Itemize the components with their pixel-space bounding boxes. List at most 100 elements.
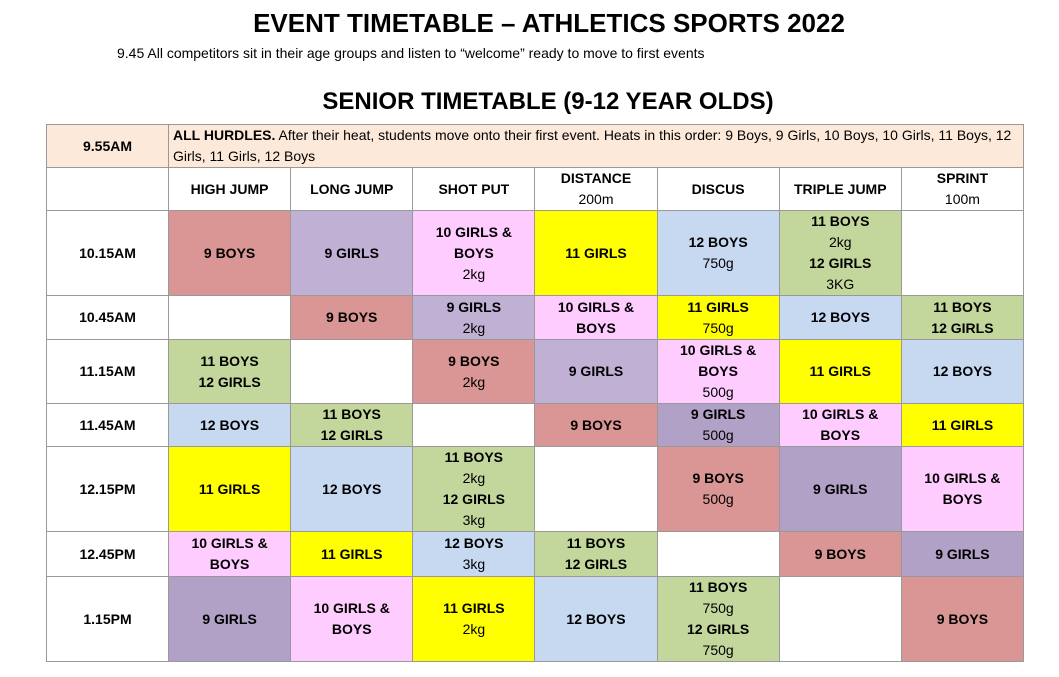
time-cell: 10.45AM [46,295,169,340]
event-name: LONG JUMP [310,180,394,197]
weight: 3kg [462,556,486,572]
time-row: 12.45PM 10 GIRLS & BOYS 11 GIRLS 12 BOYS 3kg 1… [46,531,1025,577]
event-name: DISCUS [691,180,745,197]
header-cell: HIGH JUMP [167,167,292,211]
time-row: 1.15PM 9 GIRLS 10 GIRLS & BOYS 11 GIRLS 2kg 12… [46,576,1025,662]
group: 11 BOYS [811,213,870,229]
event-cell: 12 BOYS [290,446,414,532]
event-cell: 11 GIRLS [900,403,1025,447]
group: 10 GIRLS & [313,600,390,616]
event-cell: 9 BOYS [900,576,1025,662]
event-cell: 11 GIRLS [167,446,292,532]
event-cell: 12 BOYS [778,295,902,340]
event-cell: 11 GIRLS [534,210,658,296]
group: 12 BOYS [444,535,504,551]
timetable: 9.55AM ALL HURDLES. After their heat, st… [46,124,1025,662]
group: 9 BOYS [203,244,256,261]
time-cell: 11.15AM [46,339,169,404]
weight: 3KG [826,276,855,292]
event-cell: 9 GIRLS 2kg [412,295,536,340]
event-cell: 10 GIRLS & BOYS [167,531,292,577]
event-cell: 9 GIRLS [290,210,414,296]
timetable-body: 9.55AM ALL HURDLES. After their heat, st… [46,124,1025,662]
group: 12 GIRLS [320,427,383,443]
event-cell: 10 GIRLS & BOYS [900,446,1025,532]
event-cell: 11 GIRLS 750g [656,295,780,340]
group: BOYS [209,556,250,572]
group: 12 BOYS [200,416,260,433]
event-cell: 10 GIRLS & BOYS 500g [656,339,780,404]
time-row: 10.15AM 9 BOYS 9 GIRLS 10 GIRLS & BOYS 2kg 11 … [46,210,1025,296]
empty-cell [656,531,780,577]
group: 11 GIRLS [809,363,871,379]
group: 9 BOYS [326,309,378,325]
time-row: 11.45AM 12 BOYS 11 BOYS 12 GIRLS 9 BOYS 9 GIR… [46,403,1025,447]
event-cell: 12 BOYS [167,403,292,447]
event-cell: 9 GIRLS [167,576,292,662]
event-cell: 11 BOYS 12 GIRLS [167,339,292,404]
group: 9 GIRLS [813,480,868,497]
event-cell: 9 BOYS 500g [656,446,780,532]
event-cell: 12 BOYS [534,576,658,662]
group: BOYS [331,621,372,637]
group: 12 GIRLS [442,491,505,507]
group: 10 GIRLS & [191,535,268,551]
group: 9 GIRLS [935,545,990,562]
time-cell: 11.45AM [46,403,169,447]
group: 12 BOYS [688,234,748,250]
event-cell: 11 BOYS 12 GIRLS [290,403,414,447]
event-cell: 9 BOYS [534,403,658,447]
hurdles-text: After their heat, students move onto the… [173,127,1012,164]
group: 9 BOYS [692,470,744,486]
empty-cell [900,210,1025,296]
group: 9 GIRLS [568,363,624,379]
group: 9 BOYS [570,416,622,433]
group: 11 BOYS [933,298,992,315]
group: 9 GIRLS [202,610,257,627]
group: 12 BOYS [810,309,870,325]
event-cell: 11 GIRLS [290,531,414,577]
event-cell: 11 BOYS 2kg 12 GIRLS 3kg [412,446,536,532]
group: 10 GIRLS & [557,298,635,315]
group: BOYS [576,319,616,336]
group: 10 GIRLS & [802,406,879,422]
weight: 500g [702,427,734,443]
group: 9 GIRLS [324,244,379,261]
weight: 3kg [462,512,486,528]
group: 12 GIRLS [564,556,628,572]
group: BOYS [942,491,983,507]
empty-cell [167,295,292,340]
event-cell: 9 GIRLS [900,531,1025,577]
weight: 500g [702,384,734,400]
intro: 9.45 All competitors sit in their age gr… [117,45,705,61]
header-cell: LONG JUMP [290,167,414,211]
time-cell: 12.15PM [46,446,169,532]
event-cell: 12 BOYS 750g [656,210,780,296]
header-row: HIGH JUMP LONG JUMP SHOT PUT DISTANCE 200m DI… [46,167,1025,211]
title: EVENT TIMETABLE – ATHLETICS SPORTS 2022 [253,8,845,38]
group: 12 GIRLS [198,373,261,390]
group: BOYS [454,244,494,261]
event-cell: 9 GIRLS 500g [656,403,780,447]
group: 12 GIRLS [687,621,750,637]
group: 9 BOYS [448,352,500,369]
event-cell: 11 BOYS 2kg 12 GIRLS 3KG [778,210,902,296]
event-cell: 9 BOYS [290,295,414,340]
event-cell: 9 BOYS 2kg [412,339,536,404]
header-cell: DISCUS [656,167,780,211]
group: 11 GIRLS [687,298,749,315]
group: 10 GIRLS & [680,342,757,358]
event-cell: 11 GIRLS [778,339,902,404]
group: 11 GIRLS [198,480,261,497]
weight: 750g [702,642,734,658]
time-cell: 12.45PM [46,531,169,577]
weight: 2kg [462,621,486,637]
event-cell: 10 GIRLS & BOYS [778,403,902,447]
event-name: HIGH JUMP [190,180,269,197]
weight: 2kg [462,373,486,390]
group: BOYS [820,427,861,443]
weight: 2kg [828,234,852,250]
event-cell: 12 BOYS 3kg [412,531,536,577]
time-row: 12.15PM 11 GIRLS 12 BOYS 11 BOYS 2kg 12 GIRLS… [46,446,1025,532]
